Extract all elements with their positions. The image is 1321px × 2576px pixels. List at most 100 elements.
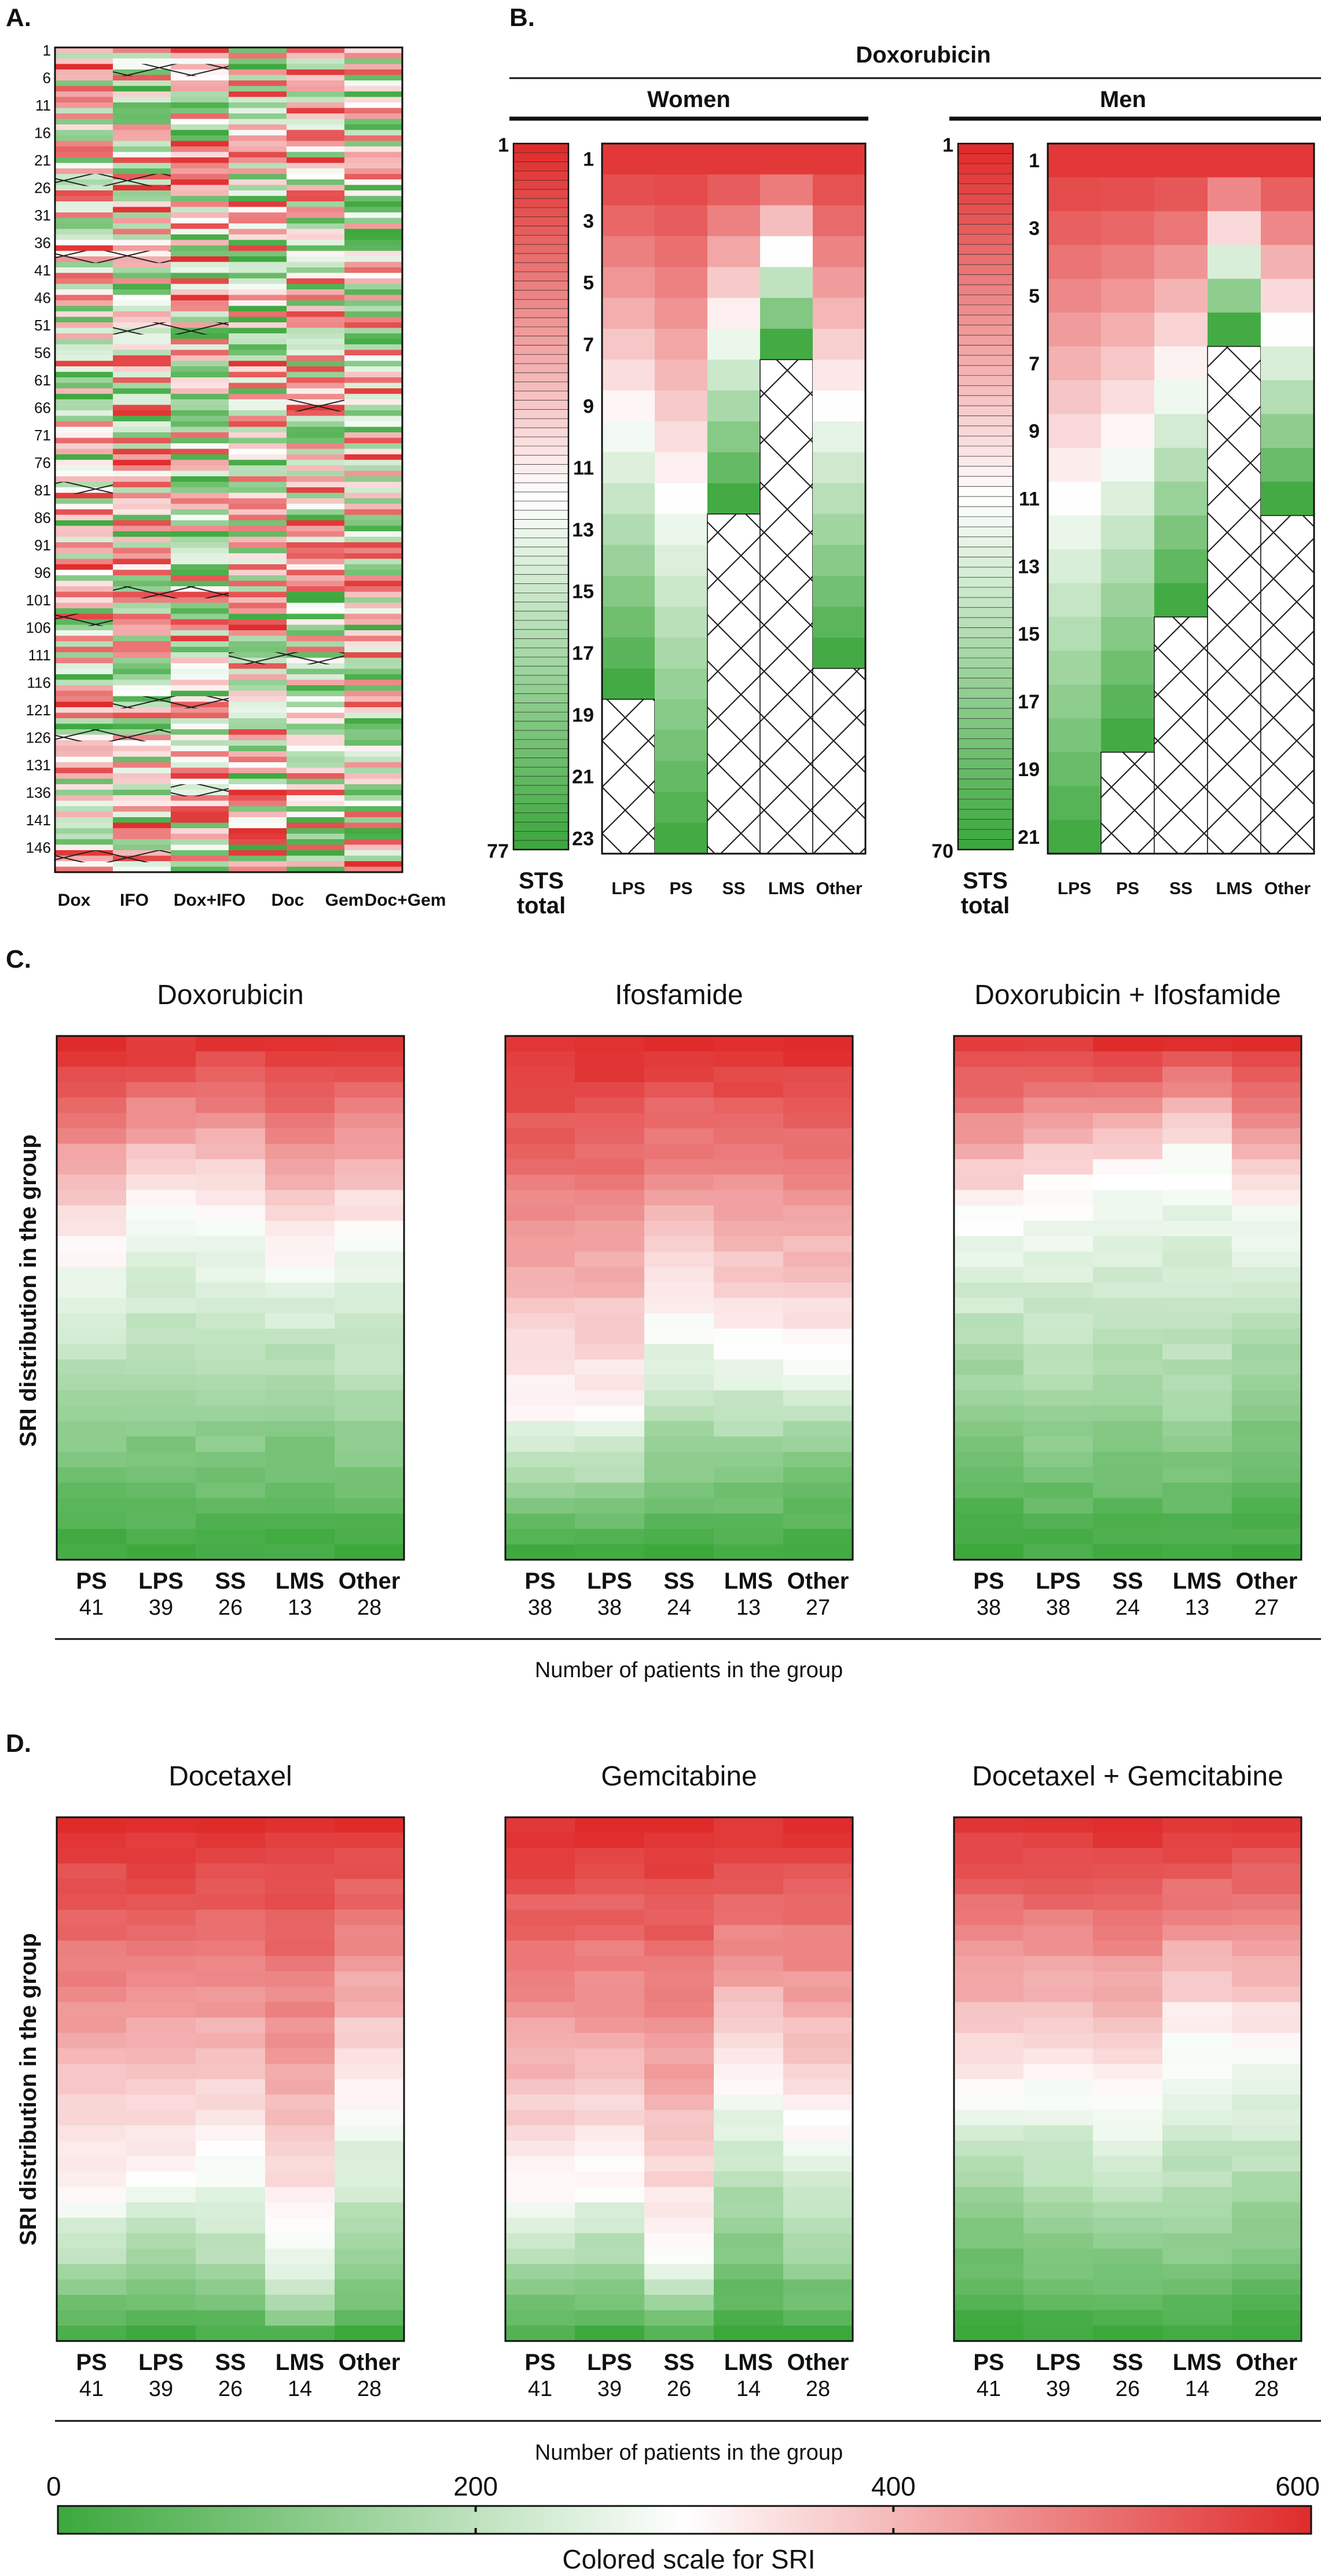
heatmap-cell bbox=[126, 2110, 196, 2126]
category-label: SS bbox=[1112, 1568, 1143, 1594]
heatmap-cell bbox=[1023, 2048, 1094, 2064]
panel-a-cell bbox=[344, 141, 403, 147]
heatmap-cell bbox=[1093, 1328, 1163, 1344]
panel-a-cell bbox=[55, 547, 113, 554]
panel-a-cell bbox=[55, 652, 113, 658]
heatmap-cell bbox=[1162, 1421, 1232, 1437]
panel-a-cell bbox=[344, 438, 403, 444]
sts-total-cell bbox=[513, 703, 569, 712]
panel-a-cell bbox=[344, 866, 403, 873]
panel-a-cell bbox=[113, 866, 171, 873]
patient-count: 41 bbox=[79, 2377, 104, 2401]
panel-a-cell bbox=[287, 47, 345, 53]
heatmap-cell bbox=[265, 1390, 335, 1406]
heatmap-cell bbox=[575, 1451, 645, 1468]
sts-total-cell bbox=[957, 506, 1014, 517]
panel-a-cell bbox=[171, 399, 229, 405]
heatmap-cell bbox=[575, 2295, 645, 2311]
panel-b-cell bbox=[1101, 684, 1155, 719]
panel-a-cell bbox=[55, 416, 113, 422]
heatmap-cell bbox=[783, 1082, 853, 1098]
patient-count: 28 bbox=[1254, 2377, 1279, 2401]
heatmap-cell bbox=[1232, 2002, 1302, 2018]
heatmap-cell bbox=[57, 1205, 127, 1221]
heatmap-cell bbox=[644, 2263, 714, 2280]
heatmap-cell bbox=[1093, 1159, 1163, 1175]
heatmap-cell bbox=[1023, 1879, 1094, 1895]
panel-b-row-tick: 15 bbox=[572, 581, 594, 603]
panel-a-cell bbox=[55, 806, 113, 812]
panel-a-cell bbox=[344, 800, 403, 807]
panel-a-cell bbox=[55, 866, 113, 873]
sts-total-cell bbox=[513, 473, 569, 483]
sts-total-cell bbox=[957, 204, 1014, 215]
heatmap-cell bbox=[644, 1925, 714, 1941]
panel-a-cell bbox=[229, 690, 287, 697]
panel-a-cell bbox=[287, 690, 345, 697]
panel-a-cell bbox=[55, 438, 113, 444]
heatmap-cell bbox=[954, 2248, 1024, 2265]
heatmap-cell bbox=[575, 2202, 645, 2218]
panel-b-column-label: PS bbox=[669, 879, 692, 898]
panel-a-cell bbox=[287, 493, 345, 499]
panel-a-cell bbox=[113, 619, 171, 625]
panel-a-cell bbox=[287, 229, 345, 235]
heatmap-cell bbox=[335, 2063, 405, 2079]
heatmap-cell bbox=[714, 2263, 784, 2280]
panel-a-cell bbox=[113, 531, 171, 537]
panel-b-cell bbox=[655, 545, 708, 576]
heatmap-cell bbox=[1232, 1082, 1302, 1098]
panel-b-cell bbox=[1048, 346, 1102, 381]
panel-a-cell bbox=[344, 674, 403, 680]
heatmap-cell bbox=[575, 1879, 645, 1895]
panel-a-cell bbox=[171, 493, 229, 499]
heatmap-cell bbox=[783, 2295, 853, 2311]
panel-a-cell bbox=[287, 509, 345, 515]
panel-a-cell bbox=[287, 58, 345, 64]
panel-a-cell bbox=[344, 289, 403, 295]
panel-a-cell bbox=[344, 531, 403, 537]
heatmap-cell bbox=[1093, 1190, 1163, 1206]
heatmap-cell bbox=[644, 1528, 714, 1545]
panel-a-cell bbox=[171, 174, 229, 180]
heatmap-cell bbox=[126, 1375, 196, 1391]
heatmap-cell bbox=[644, 1467, 714, 1483]
heatmap-cell bbox=[196, 1832, 266, 1849]
panel-a-cell bbox=[344, 416, 403, 422]
panel-a-cell bbox=[229, 223, 287, 229]
panel-a-cell bbox=[287, 443, 345, 449]
panel-a-cell bbox=[171, 289, 229, 295]
sts-total-cell bbox=[957, 819, 1014, 830]
heatmap-cell bbox=[265, 1436, 335, 1453]
panel-b-cell bbox=[602, 575, 655, 607]
panel-a-cell bbox=[171, 597, 229, 603]
heatmap-cell bbox=[1023, 2202, 1094, 2218]
heatmap-cell bbox=[954, 2094, 1024, 2111]
heatmap-cell bbox=[196, 1067, 266, 1083]
panel-b-cell bbox=[813, 514, 866, 546]
panel-a-cell bbox=[287, 712, 345, 719]
panel-b-cell bbox=[1154, 380, 1208, 414]
heatmap-cell bbox=[1093, 2218, 1163, 2234]
heatmap-cell bbox=[1232, 1236, 1302, 1252]
panel-a-cell bbox=[287, 97, 345, 103]
panel-a-frame bbox=[54, 46, 403, 873]
heatmap-cell bbox=[1093, 1528, 1163, 1545]
panel-a-cell bbox=[287, 745, 345, 752]
panel-a-missing-cell bbox=[55, 729, 113, 741]
heatmap-cell bbox=[644, 1863, 714, 1879]
heatmap-cell bbox=[575, 1344, 645, 1360]
panel-a-cell bbox=[287, 163, 345, 169]
heatmap-cell bbox=[954, 2263, 1024, 2280]
heatmap-cell bbox=[575, 2140, 645, 2157]
panel-a-cell bbox=[171, 498, 229, 504]
panel-a-cell bbox=[344, 833, 403, 840]
panel-a-cell bbox=[229, 476, 287, 482]
heatmap-cell bbox=[1232, 1298, 1302, 1314]
panel-a-cell bbox=[171, 553, 229, 559]
sts-total-cell bbox=[957, 597, 1014, 608]
panel-a-cell bbox=[55, 712, 113, 719]
patient-count: 27 bbox=[1254, 1596, 1279, 1620]
panel-a-cell bbox=[229, 811, 287, 818]
heatmap-cell bbox=[265, 1498, 335, 1514]
